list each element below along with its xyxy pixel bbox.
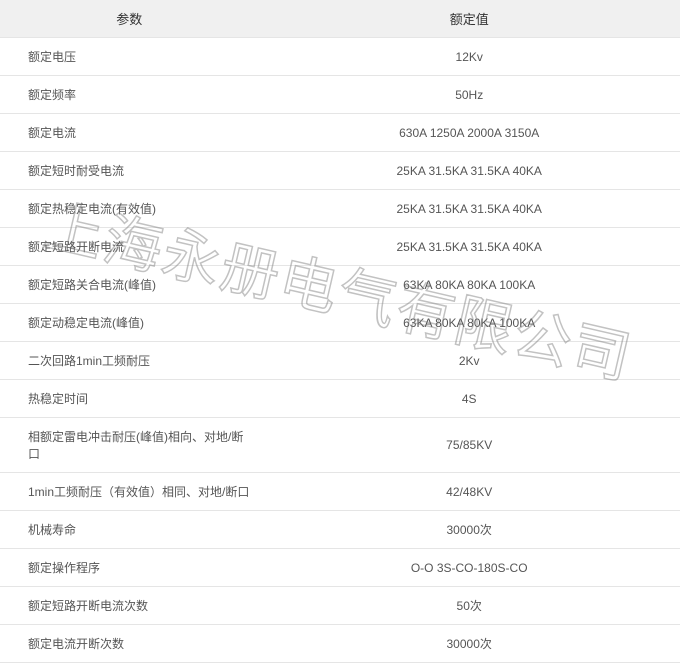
param-cell: 热稳定时间 (0, 380, 258, 418)
param-cell: 额定频率 (0, 76, 258, 114)
param-cell: 额定电流 (0, 114, 258, 152)
table-header-row: 参数 额定值 (0, 0, 680, 38)
value-cell: 75/85KV (258, 418, 680, 473)
table-row: 额定频率50Hz (0, 76, 680, 114)
param-cell: 额定动稳定电流(峰值) (0, 304, 258, 342)
param-cell: 额定短时耐受电流 (0, 152, 258, 190)
table-row: 额定短时耐受电流25KA 31.5KA 31.5KA 40KA (0, 152, 680, 190)
col-header-value: 额定值 (258, 0, 680, 38)
table-row: 额定短路开断电流次数50次 (0, 587, 680, 625)
param-cell: 相额定雷电冲击耐压(峰值)相向、对地/断口 (0, 418, 258, 473)
table-row: 额定短路开断电流25KA 31.5KA 31.5KA 40KA (0, 228, 680, 266)
value-cell: 63KA 80KA 80KA 100KA (258, 304, 680, 342)
value-cell: O-O 3S-CO-180S-CO (258, 549, 680, 587)
param-cell: 额定操作程序 (0, 549, 258, 587)
value-cell: 25KA 31.5KA 31.5KA 40KA (258, 152, 680, 190)
value-cell: 42/48KV (258, 473, 680, 511)
value-cell: 12Kv (258, 38, 680, 76)
param-cell: 额定电流开断次数 (0, 625, 258, 663)
param-cell: 二次回路1min工频耐压 (0, 342, 258, 380)
spec-table: 参数 额定值 额定电压12Kv 额定频率50Hz 额定电流630A 1250A … (0, 0, 680, 663)
table-row: 额定操作程序O-O 3S-CO-180S-CO (0, 549, 680, 587)
value-cell: 25KA 31.5KA 31.5KA 40KA (258, 190, 680, 228)
param-cell: 额定热稳定电流(有效值) (0, 190, 258, 228)
param-cell: 额定电压 (0, 38, 258, 76)
value-cell: 2Kv (258, 342, 680, 380)
value-cell: 30000次 (258, 625, 680, 663)
value-cell: 50Hz (258, 76, 680, 114)
param-cell: 1min工频耐压（有效值）相同、对地/断口 (0, 473, 258, 511)
value-cell: 63KA 80KA 80KA 100KA (258, 266, 680, 304)
value-cell: 4S (258, 380, 680, 418)
table-row: 额定电流开断次数30000次 (0, 625, 680, 663)
table-row: 额定电流630A 1250A 2000A 3150A (0, 114, 680, 152)
param-cell: 额定短路开断电流 (0, 228, 258, 266)
value-cell: 25KA 31.5KA 31.5KA 40KA (258, 228, 680, 266)
table-row: 额定电压12Kv (0, 38, 680, 76)
table-row: 热稳定时间4S (0, 380, 680, 418)
table-row: 相额定雷电冲击耐压(峰值)相向、对地/断口75/85KV (0, 418, 680, 473)
value-cell: 30000次 (258, 511, 680, 549)
table-row: 额定动稳定电流(峰值)63KA 80KA 80KA 100KA (0, 304, 680, 342)
table-row: 机械寿命30000次 (0, 511, 680, 549)
param-cell: 额定短路关合电流(峰值) (0, 266, 258, 304)
value-cell: 50次 (258, 587, 680, 625)
col-header-param: 参数 (0, 0, 258, 38)
table-row: 二次回路1min工频耐压2Kv (0, 342, 680, 380)
table-row: 额定短路关合电流(峰值)63KA 80KA 80KA 100KA (0, 266, 680, 304)
value-cell: 630A 1250A 2000A 3150A (258, 114, 680, 152)
param-cell: 机械寿命 (0, 511, 258, 549)
param-cell: 额定短路开断电流次数 (0, 587, 258, 625)
table-row: 1min工频耐压（有效值）相同、对地/断口42/48KV (0, 473, 680, 511)
table-row: 额定热稳定电流(有效值)25KA 31.5KA 31.5KA 40KA (0, 190, 680, 228)
